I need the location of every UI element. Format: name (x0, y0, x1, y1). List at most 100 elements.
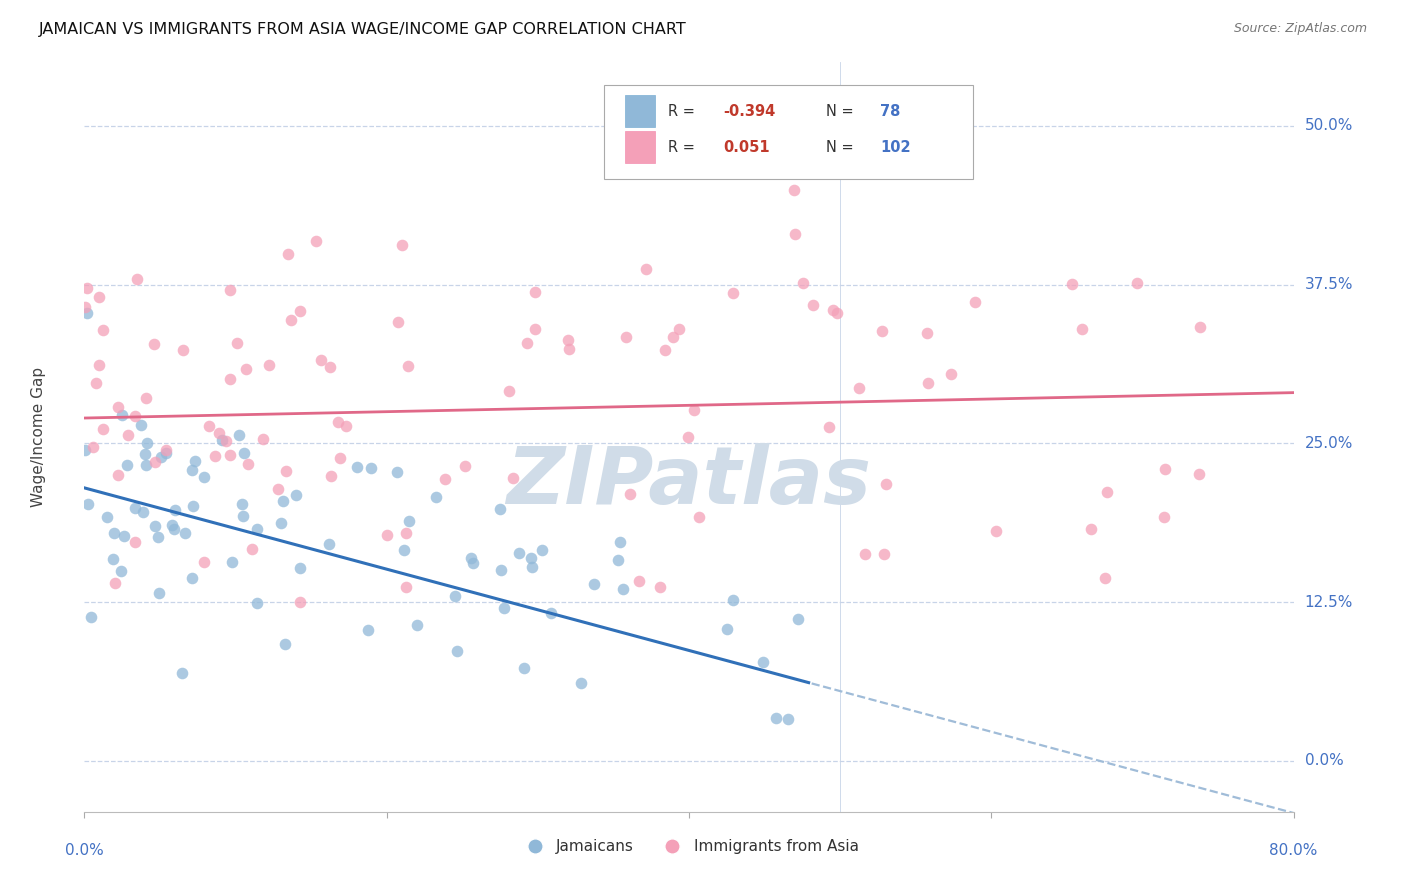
Point (648, 580, 671, 594)
Point (1070, 322, 1092, 336)
Point (385, 465, 408, 479)
Point (221, 555, 243, 569)
Point (524, 285, 547, 299)
Point (124, 534, 146, 549)
Point (825, 306, 848, 320)
Point (335, 419, 357, 434)
Text: JAMAICAN VS IMMIGRANTS FROM ASIA WAGE/INCOME GAP CORRELATION CHART: JAMAICAN VS IMMIGRANTS FROM ASIA WAGE/IN… (39, 22, 688, 37)
Point (284, 488, 307, 502)
Point (246, 521, 269, 535)
Point (634, 262, 657, 277)
Point (232, 509, 254, 524)
Point (676, 430, 699, 444)
Point (1080, 522, 1102, 536)
Point (614, 330, 637, 344)
Point (135, 436, 157, 450)
Point (277, 247, 299, 261)
Point (405, 618, 427, 632)
Point (135, 391, 157, 405)
Text: 12.5%: 12.5% (1305, 595, 1353, 609)
Point (148, 585, 170, 599)
FancyBboxPatch shape (605, 85, 973, 178)
Point (818, 419, 841, 434)
Point (80, 610, 103, 624)
Point (787, 611, 810, 625)
Point (236, 458, 259, 472)
Text: -0.394: -0.394 (723, 103, 775, 119)
Point (557, 333, 579, 347)
Point (290, 595, 312, 609)
Point (360, 460, 382, 475)
Point (107, 468, 129, 483)
Point (502, 471, 524, 485)
Point (498, 384, 520, 399)
Point (668, 322, 690, 336)
Point (392, 543, 415, 558)
Point (115, 458, 138, 473)
Point (619, 486, 641, 500)
Point (142, 336, 165, 351)
Point (77, 497, 100, 511)
Point (321, 468, 343, 483)
Point (1189, 319, 1212, 334)
Point (271, 494, 294, 508)
Point (235, 362, 257, 376)
Point (305, 234, 328, 248)
Point (1095, 485, 1118, 500)
Point (174, 526, 197, 541)
Point (127, 272, 149, 286)
Point (143, 518, 166, 533)
Point (612, 582, 634, 596)
Point (328, 415, 350, 429)
Point (155, 446, 177, 460)
Point (531, 543, 554, 558)
Point (329, 451, 352, 466)
Point (86, 376, 108, 391)
Point (444, 589, 467, 603)
Point (111, 408, 134, 422)
Bar (624, 131, 655, 163)
Point (454, 459, 477, 474)
Point (508, 546, 530, 560)
Point (870, 324, 893, 338)
Point (522, 560, 544, 574)
Point (274, 637, 297, 651)
Point (398, 514, 420, 528)
Point (489, 502, 512, 516)
Point (776, 712, 799, 726)
Point (765, 711, 787, 725)
Point (76, 306, 98, 320)
Text: Source: ZipAtlas.com: Source: ZipAtlas.com (1233, 22, 1367, 36)
Point (198, 419, 221, 434)
Point (280, 313, 302, 327)
Point (309, 352, 332, 367)
Point (124, 500, 146, 515)
Point (73, 443, 96, 458)
Point (146, 530, 169, 544)
Point (823, 303, 845, 318)
Point (446, 643, 468, 657)
Point (134, 447, 156, 461)
Point (112, 529, 135, 543)
Point (87, 358, 110, 372)
Point (688, 510, 710, 524)
Point (519, 550, 541, 565)
Point (523, 322, 546, 336)
Point (1154, 462, 1177, 476)
Text: 37.5%: 37.5% (1305, 277, 1353, 293)
Point (91, 323, 114, 337)
Point (193, 470, 215, 484)
Text: 78: 78 (880, 103, 900, 119)
Point (155, 443, 177, 458)
Text: Wage/Income Gap: Wage/Income Gap (31, 367, 46, 508)
Point (181, 462, 204, 476)
Point (110, 564, 132, 578)
Point (939, 368, 962, 382)
Point (267, 482, 290, 496)
Point (184, 453, 207, 467)
Point (215, 434, 238, 449)
Point (318, 537, 340, 551)
Point (396, 359, 419, 374)
Point (181, 571, 204, 585)
Point (270, 516, 292, 530)
